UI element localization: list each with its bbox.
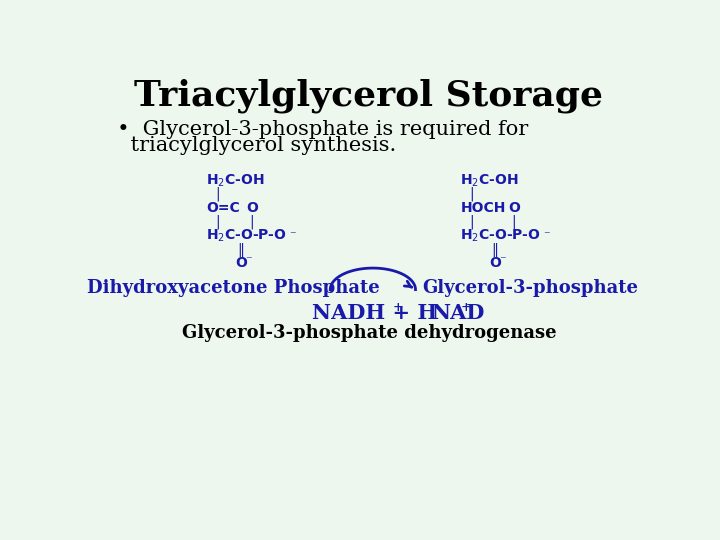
Text: O: O [235,256,247,271]
Text: ⁻: ⁻ [499,254,506,267]
Text: Glycerol-3-phosphate dehydrogenase: Glycerol-3-phosphate dehydrogenase [181,324,557,342]
Text: H$_2$C-O-P-O: H$_2$C-O-P-O [461,227,541,244]
Text: H$_2$C-OH: H$_2$C-OH [461,172,519,188]
Text: O=C: O=C [206,201,240,215]
Text: |: | [469,187,474,201]
Text: H$_2$C-OH: H$_2$C-OH [206,172,265,188]
Text: |: | [512,214,516,229]
Text: O: O [489,256,501,271]
Text: ⁻: ⁻ [540,230,551,242]
Text: |: | [250,214,254,229]
Text: triacylglycerol synthesis.: triacylglycerol synthesis. [104,137,396,156]
Text: •  Glycerol-3-phosphate is required for: • Glycerol-3-phosphate is required for [104,120,528,139]
Text: +: + [393,301,404,314]
Text: O: O [246,201,258,215]
Text: |: | [469,214,474,229]
Text: |: | [215,214,220,229]
Text: |: | [215,187,220,201]
Text: HOCH: HOCH [461,201,506,215]
Text: NAD: NAD [431,303,485,323]
Text: Triacylglycerol Storage: Triacylglycerol Storage [135,79,603,113]
Text: +: + [461,301,471,314]
Text: NADH + H: NADH + H [312,303,438,323]
Text: Dihydroxyacetone Phosphate: Dihydroxyacetone Phosphate [87,279,379,297]
Text: ⁻: ⁻ [245,254,251,267]
Text: ‖: ‖ [491,242,498,257]
Text: Glycerol-3-phosphate: Glycerol-3-phosphate [422,279,638,297]
Text: ⁻: ⁻ [286,230,297,242]
Text: ‖: ‖ [237,242,244,257]
Text: O: O [508,201,521,215]
Text: H$_2$C-O-P-O: H$_2$C-O-P-O [206,227,287,244]
